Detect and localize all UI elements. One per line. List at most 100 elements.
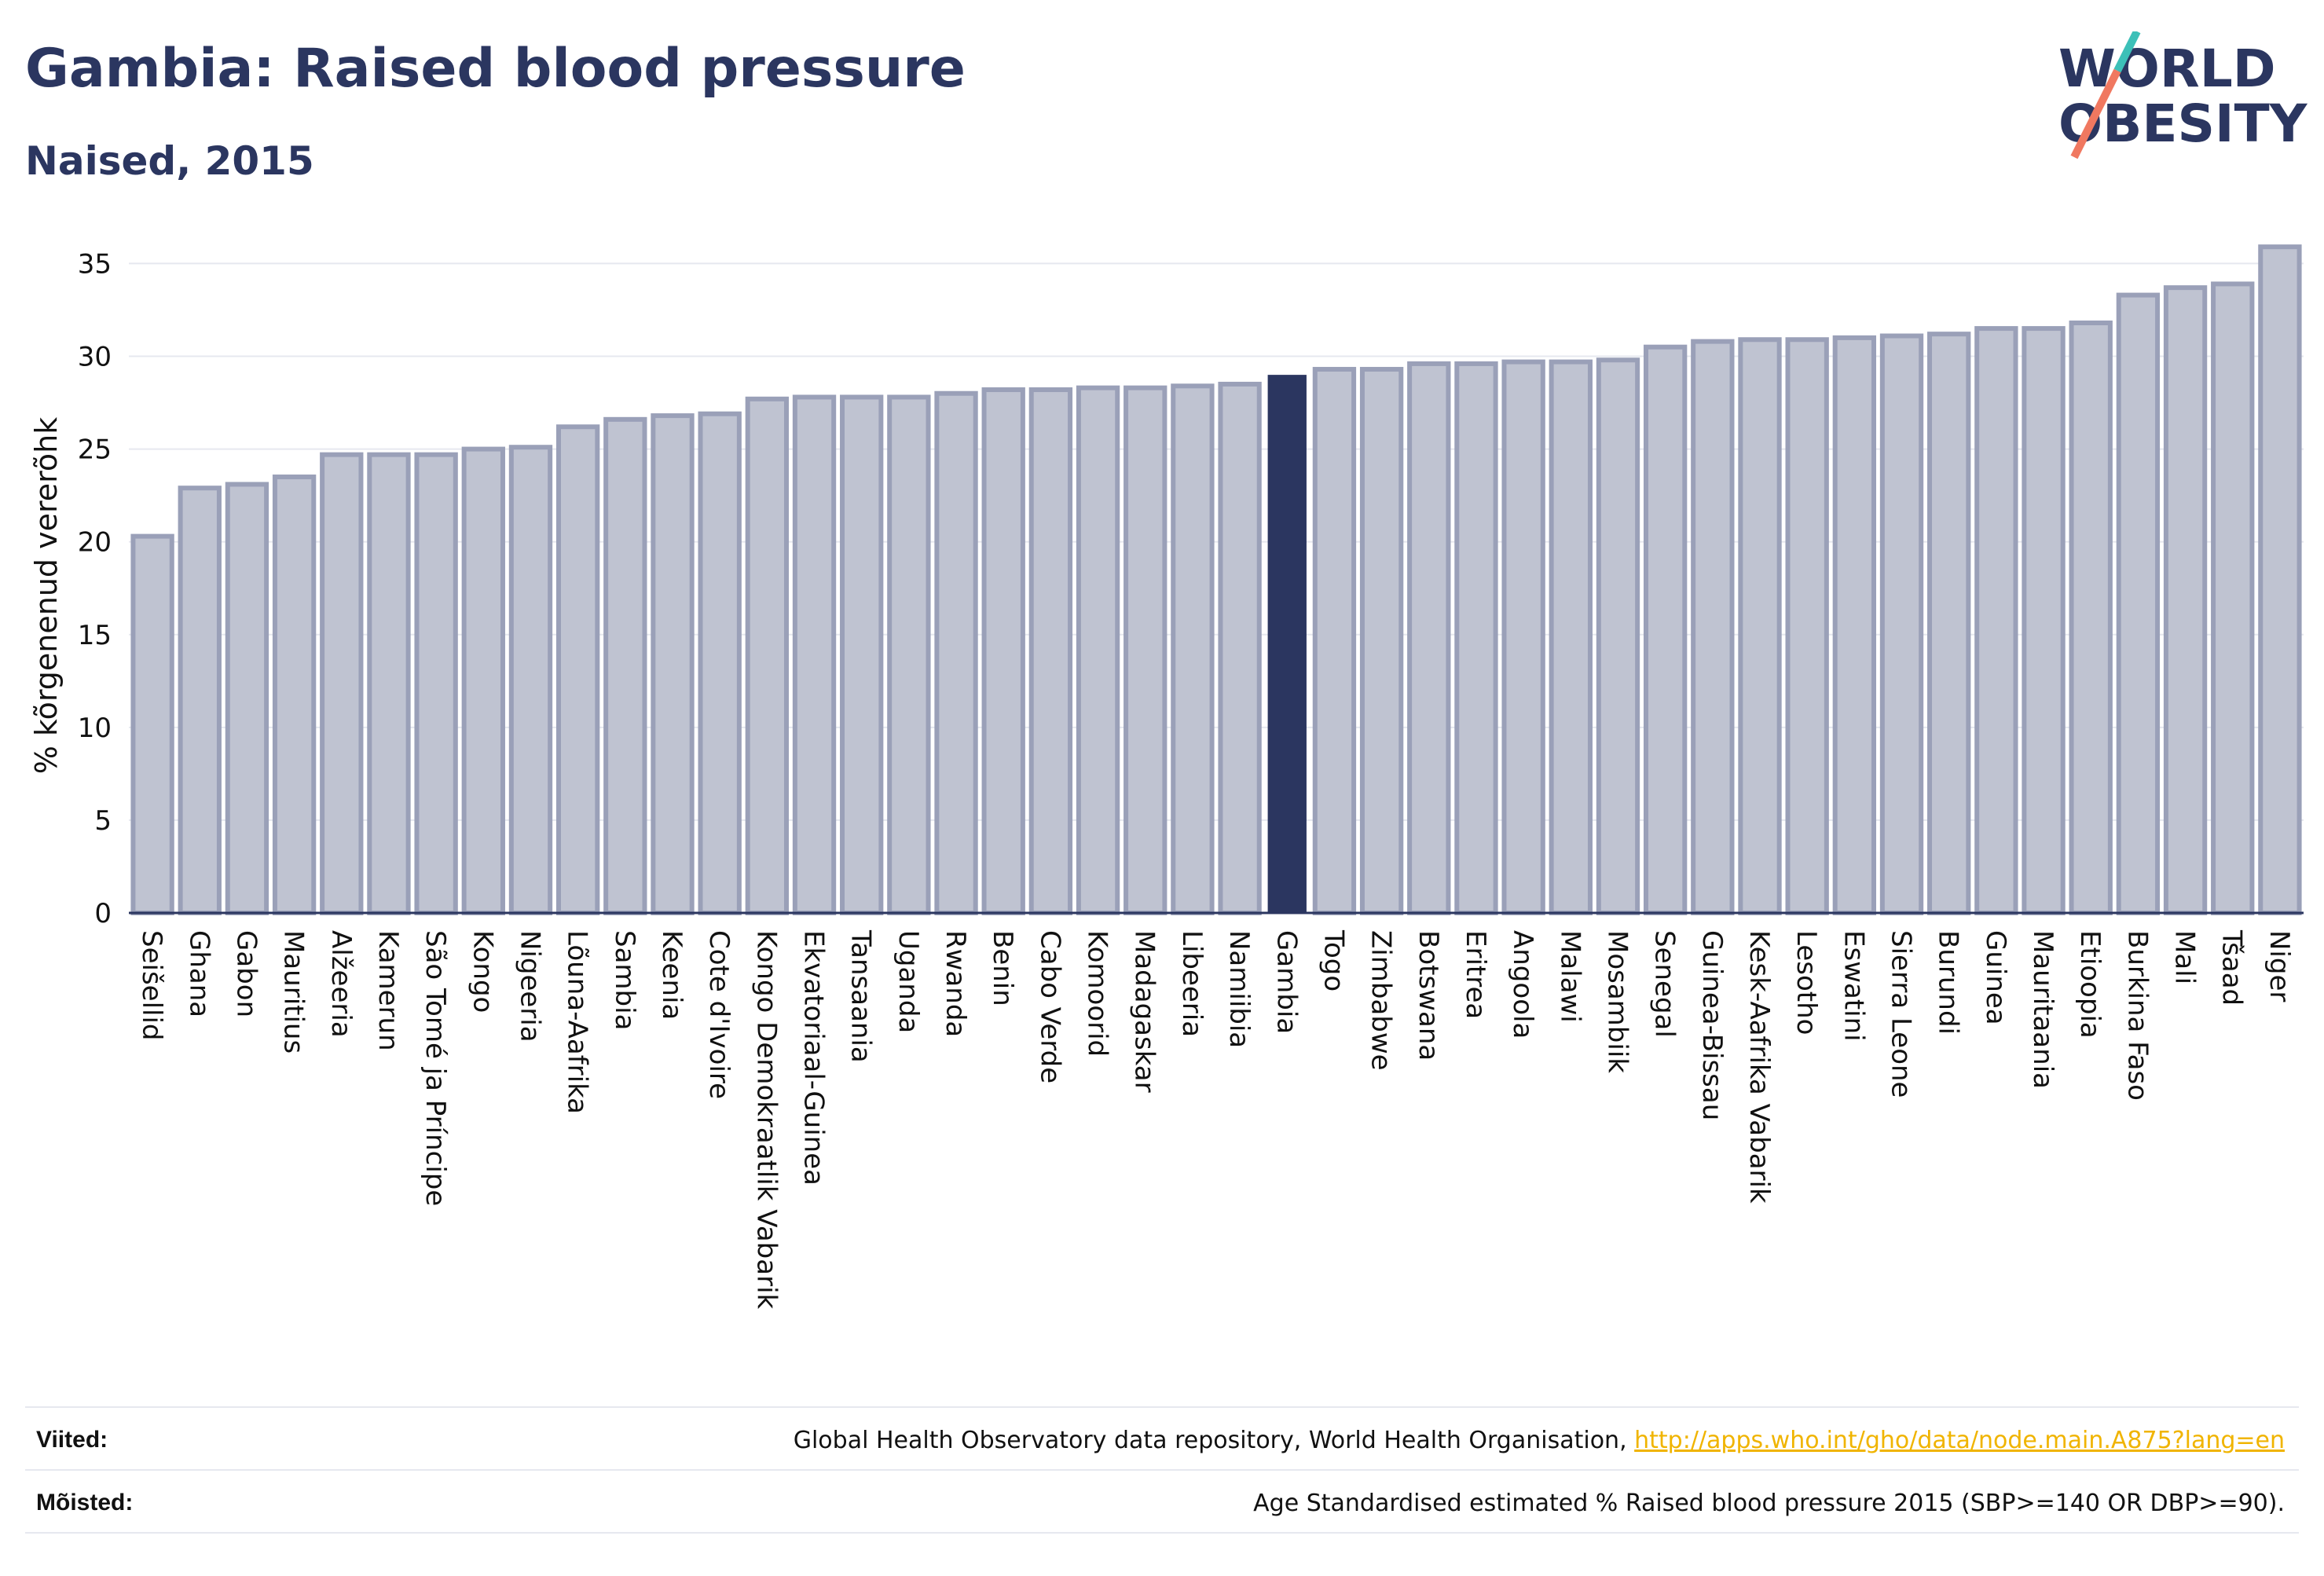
- x-tick-label: Rwanda: [940, 930, 971, 1037]
- y-tick-label: 25: [78, 434, 112, 466]
- x-axis-labels: Seišellid Ghana Gabon Mauritius Alžeeria Kame…: [136, 929, 2295, 1310]
- x-tick-label: Etioopia: [2074, 930, 2106, 1039]
- bar: [555, 424, 600, 915]
- definitions-text: Age Standardised estimated % Raised bloo…: [1253, 1490, 2285, 1517]
- x-tick-label: Komoorid: [1082, 930, 1113, 1057]
- x-tick-label: Cote d'Ivoire: [703, 930, 735, 1099]
- bar: [651, 413, 695, 915]
- x-tick-label: Eswatini: [1838, 930, 1869, 1042]
- bar: [1691, 339, 1735, 915]
- y-tick-label: 15: [78, 620, 112, 651]
- bar: [414, 452, 458, 915]
- bar: [2069, 320, 2113, 915]
- y-tick-label: 10: [78, 713, 112, 744]
- definitions-label: Mõisted:: [36, 1490, 134, 1516]
- bar: [792, 394, 837, 915]
- x-tick-label: Benin: [987, 930, 1018, 1006]
- bar: [225, 482, 269, 915]
- x-tick-label: Gambia: [1270, 930, 1302, 1034]
- x-tick-label: Libeeria: [1176, 930, 1208, 1037]
- x-tick-label: Senegal: [1649, 930, 1681, 1038]
- bar-highlight: [1267, 375, 1307, 913]
- x-tick-label: Namiibia: [1223, 930, 1255, 1048]
- bar: [320, 452, 364, 915]
- x-tick-label: Kongo Demokraatlik Vabarik: [750, 930, 782, 1310]
- bar: [1785, 337, 1829, 915]
- y-axis-ticks: 0 5 10 15 20 25 30 35: [78, 248, 112, 929]
- x-tick-label: Tansaania: [845, 929, 877, 1063]
- x-tick-label: São Tomé ja Príncipe: [420, 930, 451, 1206]
- x-tick-label: Ghana: [183, 930, 214, 1017]
- x-tick-label: Botswana: [1413, 930, 1444, 1061]
- x-tick-label: Seišellid: [136, 930, 167, 1041]
- y-tick-label: 5: [94, 805, 112, 837]
- bar: [1927, 332, 1971, 915]
- x-tick-label: Burundi: [1933, 930, 1964, 1035]
- x-tick-label: Mauritaania: [2027, 930, 2058, 1089]
- x-tick-label: Burkina Faso: [2121, 930, 2153, 1101]
- x-tick-label: Zimbabwe: [1365, 930, 1397, 1071]
- bar: [934, 390, 978, 915]
- bar: [1124, 385, 1167, 915]
- bar: [2163, 285, 2208, 915]
- bar: [130, 533, 174, 915]
- x-tick-label: Cabo Verde: [1034, 930, 1065, 1083]
- bar: [2116, 292, 2161, 915]
- page-title: Gambia: Raised blood pressure: [25, 38, 966, 100]
- x-tick-label: Nigeeria: [514, 930, 545, 1043]
- sources-label: Viited:: [36, 1427, 108, 1453]
- sources-text: Global Health Observatory data repositor…: [793, 1427, 1635, 1454]
- bar: [1454, 361, 1498, 915]
- bar-chart: 0 5 10 15 20 25 30 35 Seišellid Ghana Gabon Maurit…: [29, 244, 2304, 1310]
- bar: [887, 394, 931, 915]
- bar: [1407, 361, 1451, 915]
- footer-sources-row: Viited: Global Health Observatory data r…: [25, 1406, 2299, 1471]
- x-tick-label: Malawi: [1554, 930, 1585, 1023]
- x-tick-label: Togo: [1318, 929, 1349, 991]
- bar: [1076, 385, 1120, 915]
- bar: [981, 387, 1025, 916]
- bar: [461, 446, 505, 915]
- bar: [698, 411, 742, 915]
- x-tick-label: Niger: [2264, 930, 2295, 1002]
- bar: [508, 445, 553, 915]
- x-tick-label: Mali: [2169, 930, 2201, 984]
- x-tick-label: Kesk-Aafrika Vabarik: [1743, 930, 1775, 1204]
- y-tick-label: 30: [78, 342, 112, 373]
- bar: [1312, 367, 1357, 916]
- y-tick-label: 35: [78, 248, 112, 280]
- chart-bars: [130, 244, 2302, 916]
- bar: [1549, 359, 1593, 915]
- x-tick-label: Tšaad: [2216, 929, 2248, 1006]
- logo-slash-teal: [2113, 31, 2141, 73]
- x-tick-label: Gabon: [230, 930, 262, 1017]
- bar: [840, 394, 884, 915]
- logo-slash-coral: [2070, 68, 2121, 159]
- world-obesity-logo: WORLD OBESITY: [2058, 31, 2308, 159]
- x-tick-label: Uganda: [893, 930, 924, 1033]
- x-tick-label: Angoola: [1507, 930, 1538, 1039]
- bar: [1501, 359, 1545, 915]
- x-tick-label: Mauritius: [278, 930, 310, 1054]
- bar: [1596, 357, 1640, 915]
- sources-link[interactable]: http://apps.who.int/gho/data/node.main.A…: [1634, 1427, 2285, 1454]
- bar: [367, 452, 411, 915]
- bar: [1171, 383, 1215, 915]
- x-tick-label: Kongo: [467, 930, 498, 1013]
- x-tick-label: Kamerun: [372, 930, 404, 1051]
- bar: [2211, 281, 2255, 916]
- bar: [1832, 335, 1877, 916]
- y-tick-label: 20: [78, 527, 112, 559]
- bar: [1738, 337, 1782, 915]
- bar: [1974, 326, 2018, 915]
- y-axis-label: % kõrgenenud vererõhk: [29, 417, 64, 775]
- bar: [1879, 333, 1924, 916]
- footer-divider: [25, 1532, 2299, 1534]
- bar: [2258, 244, 2302, 915]
- x-tick-label: Madagaskar: [1129, 930, 1160, 1093]
- bar: [1359, 367, 1404, 916]
- x-tick-label: Mosambiik: [1601, 930, 1633, 1073]
- x-tick-label: Guinea-Bissau: [1696, 930, 1728, 1120]
- bar: [272, 475, 317, 915]
- bar: [745, 396, 790, 915]
